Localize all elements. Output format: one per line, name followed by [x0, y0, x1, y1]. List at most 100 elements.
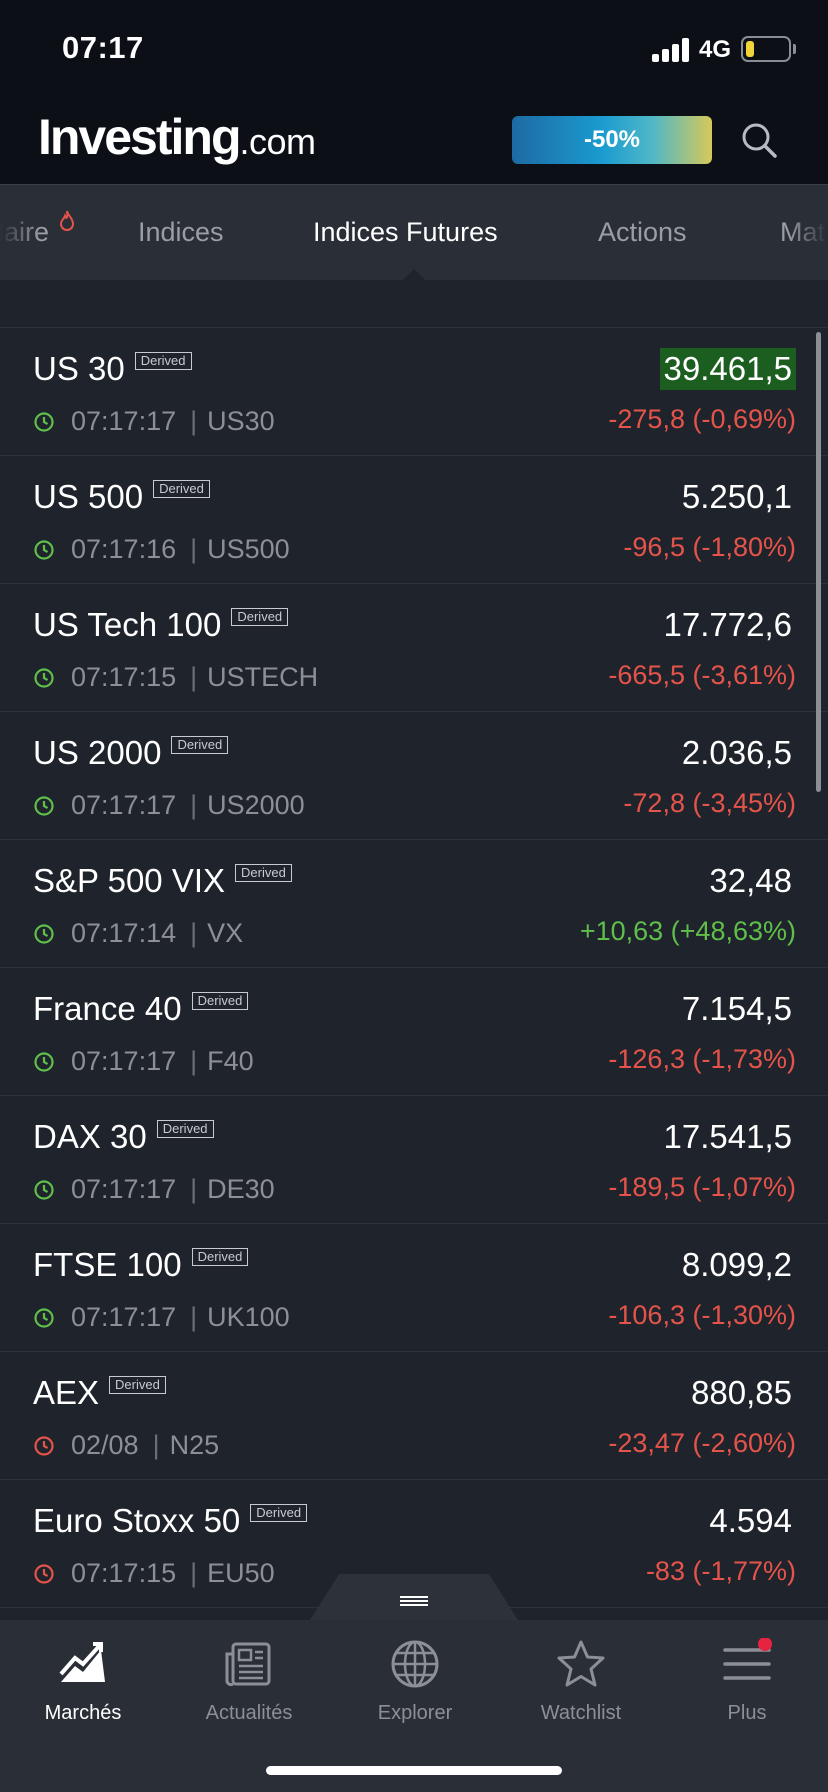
instrument-price: 8.099,2 — [681, 1246, 792, 1283]
active-tab-caret — [402, 269, 426, 280]
instrument-name-wrap: France 40 Derived — [33, 990, 249, 1028]
instrument-name: US 2000 — [33, 734, 162, 771]
instrument-change: -96,5 (-1,80%) — [623, 532, 796, 562]
derived-badge: Derived — [153, 480, 210, 498]
instrument-name: US 30 — [33, 350, 125, 387]
derived-badge: Derived — [191, 992, 249, 1010]
instrument-change: -126,3 (-1,73%) — [608, 1044, 796, 1074]
instrument-change: -23,47 (-2,60%) — [608, 1428, 796, 1458]
instrument-price: 32,48 — [709, 862, 792, 899]
instrument-meta: 07:17:17 | US30 — [33, 406, 275, 437]
instrument-time: 02/08 — [71, 1430, 139, 1460]
clock-icon — [34, 1563, 54, 1584]
list-scrollbar[interactable] — [816, 332, 821, 792]
instrument-name: Euro Stoxx 50 — [33, 1502, 241, 1539]
globe-icon — [391, 1640, 439, 1688]
search-icon[interactable] — [737, 118, 781, 162]
instrument-name-wrap: AEX Derived — [33, 1374, 166, 1412]
instrument-change: -665,5 (-3,61%) — [608, 660, 796, 690]
category-tabs: laire Indices Indices Futures Actions Ma… — [0, 184, 828, 280]
instrument-price: 5.250,1 — [681, 478, 792, 515]
clock-icon — [34, 411, 54, 432]
app-header: Investing.com -50% — [0, 100, 828, 184]
instrument-time: 07:17:17 — [71, 1174, 177, 1204]
instrument-name: US Tech 100 — [33, 606, 222, 643]
investing-logo[interactable]: Investing.com — [38, 108, 316, 168]
instrument-row[interactable]: DAX 30 Derived 17.541,5 07:17:17 | DE30 -189,5… — [0, 1096, 828, 1224]
notification-badge — [758, 1638, 772, 1651]
derived-badge: Derived — [156, 1120, 214, 1138]
instrument-change: -189,5 (-1,07%) — [608, 1172, 796, 1202]
instrument-symbol: DE30 — [207, 1174, 275, 1204]
instrument-row[interactable]: US 2000 Derived 2.036,5 07:17:17 | US2000 -72,… — [0, 712, 828, 840]
nav-label: Actualités — [205, 1702, 293, 1724]
instrument-row[interactable]: FTSE 100 Derived 8.099,2 07:17:17 | UK100 -106… — [0, 1224, 828, 1352]
instrument-meta: 07:17:17 | UK100 — [33, 1302, 290, 1333]
instrument-time: 07:17:17 — [71, 790, 177, 820]
instrument-row[interactable]: France 40 Derived 7.154,5 07:17:17 | F40 -126,… — [0, 968, 828, 1096]
tab-indices-futures[interactable]: Indices Futures — [313, 217, 498, 247]
instrument-price: 39.461,5 — [659, 348, 796, 390]
instrument-meta: 07:17:17 | DE30 — [33, 1174, 275, 1205]
meta-separator: | — [190, 1558, 198, 1588]
instrument-price: 880,85 — [691, 1374, 792, 1411]
meta-separator: | — [190, 1046, 198, 1076]
star-icon — [557, 1640, 605, 1687]
instrument-symbol: EU50 — [207, 1558, 275, 1588]
instrument-change: -106,3 (-1,30%) — [608, 1300, 796, 1330]
newspaper-icon — [225, 1642, 271, 1687]
instrument-time: 07:17:15 — [71, 662, 177, 692]
meta-separator: | — [190, 918, 198, 948]
nav-explorer[interactable]: Explorer — [332, 1638, 498, 1738]
instrument-name-wrap: US 500 Derived — [33, 478, 210, 516]
meta-separator: | — [190, 1302, 198, 1332]
clock-icon — [34, 539, 54, 560]
clock-icon — [34, 1051, 54, 1072]
instrument-row[interactable]: S&P 500 VIX Derived 32,48 07:17:14 | VX +10,63… — [0, 840, 828, 968]
instrument-row[interactable]: AEX Derived 880,85 02/08 | N25 -23,47 (-2,60%) — [0, 1352, 828, 1480]
instrument-price: 4.594 — [709, 1502, 792, 1539]
instrument-name: DAX 30 — [33, 1118, 147, 1155]
derived-badge: Derived — [134, 352, 192, 370]
instrument-time: 07:17:17 — [71, 406, 177, 436]
promo-button[interactable]: -50% — [512, 116, 712, 164]
instrument-price: 17.541,5 — [663, 1118, 792, 1155]
instrument-name-wrap: Euro Stoxx 50 Derived — [33, 1502, 308, 1540]
instrument-name-wrap: FTSE 100 Derived — [33, 1246, 249, 1284]
instrument-change: +10,63 (+48,63%) — [579, 916, 796, 946]
home-indicator[interactable] — [266, 1766, 562, 1775]
instrument-symbol: N25 — [169, 1430, 220, 1460]
logo-main-text: Investing — [38, 109, 241, 165]
instrument-symbol: F40 — [207, 1046, 254, 1076]
instrument-change: -83 (-1,77%) — [645, 1556, 796, 1586]
nav-actualites[interactable]: Actualités — [166, 1638, 332, 1738]
instrument-name-wrap: US 2000 Derived — [33, 734, 229, 772]
nav-watchlist[interactable]: Watchlist — [498, 1638, 664, 1738]
tab-indices[interactable]: Indices — [138, 217, 224, 247]
meta-separator: | — [152, 1430, 160, 1460]
instrument-symbol: US2000 — [207, 790, 305, 820]
meta-separator: | — [190, 534, 198, 564]
tabs-fade-right — [788, 185, 828, 280]
instrument-row[interactable]: US 500 Derived 5.250,1 07:17:16 | US500 -96,5 … — [0, 456, 828, 584]
tab-actions[interactable]: Actions — [598, 217, 687, 247]
battery-icon — [741, 36, 791, 62]
instrument-price: 2.036,5 — [681, 734, 792, 771]
nav-marches[interactable]: Marchés — [0, 1638, 166, 1738]
instrument-name: FTSE 100 — [33, 1246, 182, 1283]
instrument-row[interactable]: US 30 Derived 39.461,5 07:17:17 | US30 -275,8 … — [0, 328, 828, 456]
nav-plus[interactable]: Plus — [664, 1638, 828, 1738]
derived-badge: Derived — [231, 608, 289, 626]
instrument-time: 07:17:14 — [71, 918, 177, 948]
instrument-name: S&P 500 VIX — [33, 862, 226, 899]
instrument-name: AEX — [33, 1374, 100, 1411]
instrument-symbol: US500 — [207, 534, 290, 564]
meta-separator: | — [190, 1174, 198, 1204]
instrument-row[interactable]: Euro Stoxx 50 Derived 4.594 07:17:15 | EU50 -8… — [0, 1480, 828, 1608]
instrument-meta: 07:17:17 | US2000 — [33, 790, 305, 821]
instrument-meta: 07:17:16 | US500 — [33, 534, 290, 565]
cellular-signal-icon — [652, 38, 692, 62]
instrument-meta: 07:17:14 | VX — [33, 918, 243, 949]
instrument-row[interactable]: US Tech 100 Derived 17.772,6 07:17:15 | USTEC… — [0, 584, 828, 712]
